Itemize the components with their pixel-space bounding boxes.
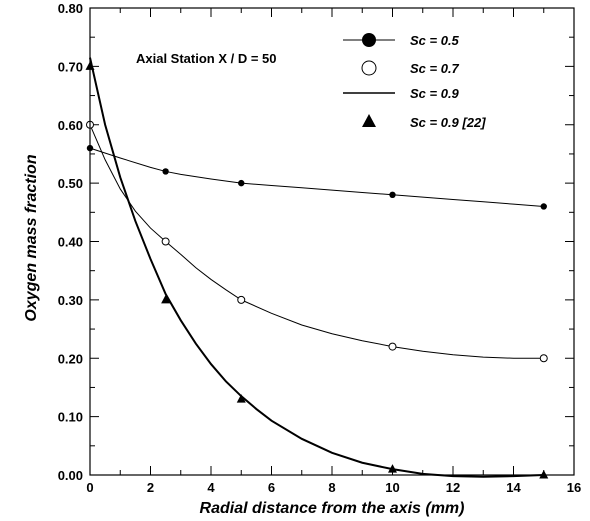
y-tick-label: 0.80: [58, 1, 83, 16]
data-point-sc-0-9-22: [539, 470, 549, 479]
data-point-sc-0-7: [161, 237, 170, 246]
data-point-sc-0-9-22: [161, 294, 171, 304]
legend-label: Sc = 0.9: [410, 86, 460, 101]
legend-entry-sc-0-7: Sc = 0.7: [361, 60, 460, 76]
x-axis-title: Radial distance from the axis (mm): [200, 500, 465, 517]
y-tick-label: 0.60: [58, 118, 83, 133]
y-tick-label: 0.30: [58, 293, 83, 308]
series-line-sc-0-7: [89, 124, 544, 359]
data-point-sc-0-5: [238, 179, 245, 187]
y-axis-title: Oxygen mass fraction: [23, 154, 40, 321]
x-tick-label: 0: [86, 480, 93, 495]
legend-marker: [361, 60, 377, 76]
y-tick-label: 0.70: [58, 59, 83, 74]
data-point-sc-0-5: [389, 191, 396, 198]
data-point-sc-0-9-22: [388, 464, 397, 473]
axial-station-annotation: Axial Station X / D = 50: [136, 51, 277, 66]
legend-label: Sc = 0.5: [410, 33, 460, 48]
data-point-sc-0-5: [540, 203, 547, 210]
x-tick-label: 14: [506, 480, 521, 495]
legend-label: Sc = 0.7: [410, 61, 460, 76]
data-point-sc-0-5: [162, 168, 169, 175]
legend-entry-sc-0-9-22: Sc = 0.9 [22]: [362, 114, 486, 130]
x-tick-label: 10: [385, 480, 399, 495]
tick-labels: 0 2 4 6 8 10 12 14 16 0.00 0.10 0.20 0.30 0.40 0.50 0.6…: [58, 1, 582, 495]
x-tick-label: 12: [446, 480, 460, 495]
axis-ticks: [89, 7, 575, 476]
series-line-sc-0-5: [89, 147, 544, 207]
y-tick-label: 0.10: [58, 410, 83, 425]
y-tick-label: 0.20: [58, 351, 83, 366]
x-tick-label: 16: [567, 480, 581, 495]
data-point-sc-0-7: [237, 295, 246, 304]
legend-marker: [362, 33, 376, 47]
legend-entry-sc-0-5: Sc = 0.5: [343, 33, 460, 48]
x-tick-label: 6: [268, 480, 275, 495]
data-point-sc-0-7: [388, 342, 397, 351]
legend-label: Sc = 0.9 [22]: [410, 115, 486, 130]
y-tick-label: 0.40: [58, 235, 83, 250]
x-tick-label: 2: [147, 480, 154, 495]
legend-entry-sc-0-9: Sc = 0.9: [343, 86, 460, 101]
data-markers: [85, 61, 549, 479]
legend: Sc = 0.5 Sc = 0.7 Sc = 0.9 Sc = 0.9 [22]: [343, 33, 486, 130]
x-tick-label: 8: [328, 480, 335, 495]
legend-marker: [362, 114, 376, 127]
plot-frame: [89, 7, 575, 476]
y-tick-label: 0.50: [58, 176, 83, 191]
data-point-sc-0-7: [539, 354, 548, 363]
y-tick-label: 0.00: [58, 468, 83, 483]
x-tick-label: 4: [207, 480, 215, 495]
data-point-sc-0-9-22: [236, 394, 246, 403]
